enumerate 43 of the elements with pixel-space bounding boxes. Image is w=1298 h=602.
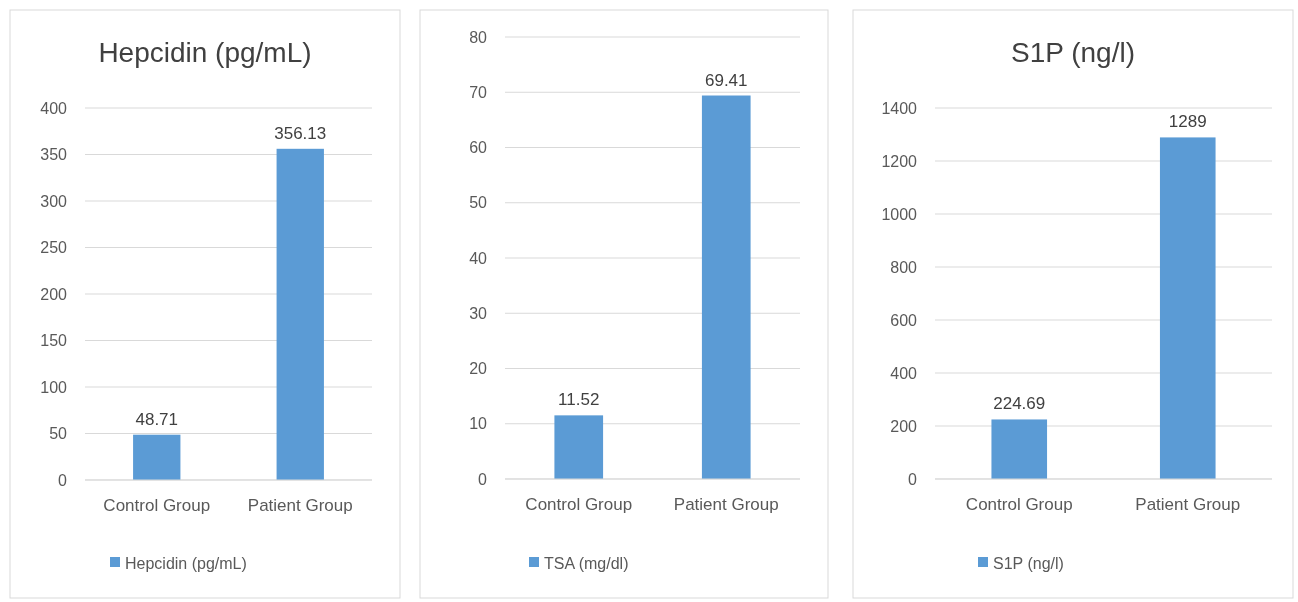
- y-tick-label: 0: [478, 470, 488, 488]
- data-label: 1289: [1168, 112, 1207, 132]
- chart-title: S1P (ng/l): [1011, 37, 1135, 68]
- y-tick-label: 0: [58, 471, 68, 489]
- x-tick-label: Control Group: [965, 495, 1073, 514]
- y-tick-label: 80: [469, 28, 488, 46]
- x-tick-label: Patient Group: [247, 496, 353, 515]
- y-tick-label: 60: [469, 139, 488, 157]
- legend-label: S1P (ng/l): [993, 554, 1064, 572]
- data-label: 69.41: [704, 70, 748, 90]
- x-tick-label: Patient Group: [1135, 495, 1241, 514]
- data-label: 48.71: [135, 409, 179, 429]
- x-tick-label: Control Group: [525, 495, 633, 514]
- y-tick-label: 50: [469, 194, 488, 212]
- y-tick-label: 1000: [881, 205, 918, 223]
- y-tick-label: 350: [40, 146, 68, 164]
- y-tick-label: 10: [469, 415, 488, 433]
- data-label: 356.13: [274, 123, 327, 143]
- data-label: 224.69: [993, 394, 1046, 414]
- y-tick-label: 200: [890, 417, 918, 435]
- y-tick-label: 40: [469, 249, 488, 267]
- y-tick-label: 70: [469, 83, 488, 101]
- y-tick-label: 0: [908, 470, 918, 488]
- y-tick-label: 1400: [881, 99, 918, 117]
- y-tick-label: 1200: [881, 152, 918, 170]
- y-tick-label: 400: [40, 99, 68, 117]
- x-tick-label: Patient Group: [673, 495, 779, 514]
- legend-label: TSA (mg/dl): [544, 554, 629, 572]
- y-tick-label: 300: [40, 192, 68, 210]
- y-tick-label: 100: [40, 378, 68, 396]
- legend-label: Hepcidin (pg/mL): [125, 554, 247, 572]
- x-tick-label: Control Group: [103, 496, 211, 515]
- y-tick-label: 800: [890, 258, 918, 276]
- y-tick-label: 250: [40, 239, 68, 257]
- y-tick-label: 50: [49, 425, 68, 443]
- data-label: 11.52: [558, 390, 600, 410]
- y-tick-label: 30: [469, 304, 488, 322]
- y-tick-label: 400: [890, 364, 918, 382]
- y-tick-label: 150: [40, 332, 68, 350]
- y-tick-label: 200: [40, 285, 68, 303]
- chart-title: Hepcidin (pg/mL): [98, 37, 312, 68]
- y-tick-label: 600: [890, 311, 918, 329]
- y-tick-label: 20: [469, 360, 488, 378]
